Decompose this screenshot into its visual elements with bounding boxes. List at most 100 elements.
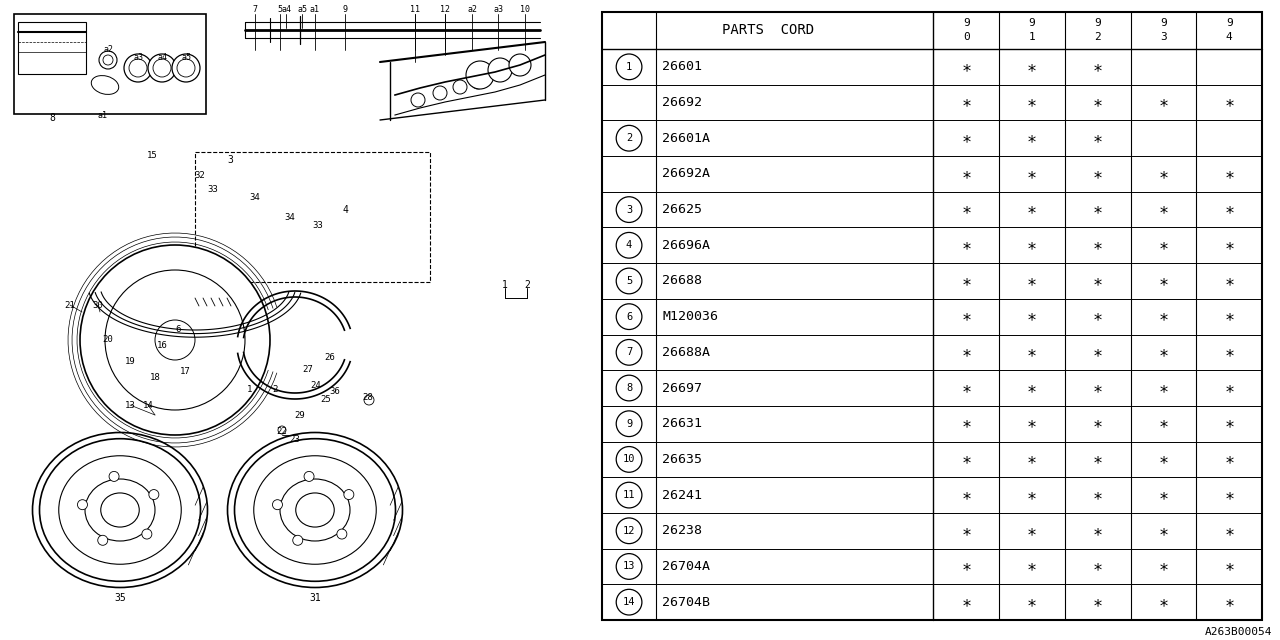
Circle shape [177, 59, 195, 77]
Circle shape [509, 54, 531, 76]
Text: 36: 36 [330, 387, 340, 397]
Text: 30: 30 [92, 301, 104, 310]
Text: ∗: ∗ [961, 486, 972, 504]
Text: 17: 17 [179, 367, 191, 376]
Circle shape [411, 93, 425, 107]
Circle shape [433, 86, 447, 100]
Text: ∗: ∗ [961, 272, 972, 290]
Text: 9: 9 [1160, 19, 1167, 29]
Circle shape [453, 80, 467, 94]
Text: ∗: ∗ [1027, 200, 1037, 219]
Text: ∗: ∗ [1158, 379, 1169, 397]
Text: ∗: ∗ [1224, 451, 1234, 468]
Text: ∗: ∗ [1027, 557, 1037, 575]
Text: 1: 1 [502, 280, 508, 290]
Text: ∗: ∗ [961, 93, 972, 111]
Ellipse shape [296, 493, 334, 527]
Text: ∗: ∗ [1224, 343, 1234, 362]
Text: ∗: ∗ [1224, 165, 1234, 183]
Text: 9: 9 [1094, 19, 1101, 29]
Text: 12: 12 [623, 526, 635, 536]
Text: 9: 9 [343, 6, 347, 15]
Circle shape [142, 529, 152, 539]
Text: ∗: ∗ [1224, 93, 1234, 111]
Text: a2: a2 [104, 45, 114, 54]
Text: ∗: ∗ [1093, 308, 1102, 326]
Text: 25: 25 [320, 396, 332, 404]
Text: a2: a2 [467, 6, 477, 15]
Circle shape [305, 472, 314, 481]
Text: ∗: ∗ [961, 308, 972, 326]
Text: ∗: ∗ [1027, 58, 1037, 76]
Ellipse shape [40, 438, 201, 581]
Circle shape [148, 54, 177, 82]
Text: 31: 31 [310, 593, 321, 603]
Text: ∗: ∗ [1027, 308, 1037, 326]
Text: ∗: ∗ [961, 451, 972, 468]
Circle shape [124, 54, 152, 82]
Text: 2: 2 [1094, 33, 1101, 42]
Text: ∗: ∗ [1093, 272, 1102, 290]
Text: ∗: ∗ [961, 236, 972, 254]
Text: 19: 19 [124, 358, 136, 367]
Text: 9: 9 [963, 19, 969, 29]
Text: ∗: ∗ [1158, 343, 1169, 362]
Ellipse shape [84, 479, 155, 541]
Circle shape [337, 529, 347, 539]
Text: a4: a4 [157, 52, 166, 61]
Text: ∗: ∗ [1093, 557, 1102, 575]
Text: ∗: ∗ [1158, 308, 1169, 326]
Text: ∗: ∗ [1093, 93, 1102, 111]
Text: 13: 13 [124, 401, 136, 410]
Text: ∗: ∗ [1027, 343, 1037, 362]
Circle shape [278, 426, 285, 434]
Text: 5: 5 [278, 6, 283, 15]
Text: 11: 11 [410, 6, 420, 15]
Text: ∗: ∗ [1093, 165, 1102, 183]
Circle shape [105, 270, 244, 410]
Circle shape [616, 339, 641, 365]
Text: 33: 33 [312, 221, 324, 230]
Text: 5: 5 [626, 276, 632, 286]
Text: 3: 3 [626, 205, 632, 214]
Text: 11: 11 [623, 490, 635, 500]
Text: 26238: 26238 [662, 524, 703, 538]
Circle shape [616, 411, 641, 436]
Text: ∗: ∗ [1093, 593, 1102, 611]
Text: 26692A: 26692A [662, 168, 710, 180]
Text: ∗: ∗ [1158, 236, 1169, 254]
Circle shape [273, 500, 283, 509]
Text: ∗: ∗ [1027, 272, 1037, 290]
Text: ∗: ∗ [1093, 415, 1102, 433]
Text: ∗: ∗ [961, 58, 972, 76]
Text: 26704A: 26704A [662, 560, 710, 573]
Text: a1: a1 [310, 6, 320, 15]
Bar [14, 14, 206, 114]
Ellipse shape [99, 51, 116, 69]
Text: ∗: ∗ [1224, 486, 1234, 504]
Text: 3: 3 [227, 155, 233, 165]
Text: ∗: ∗ [1027, 236, 1037, 254]
Bar [18, 22, 86, 74]
Ellipse shape [228, 433, 402, 588]
Text: 13: 13 [623, 561, 635, 572]
Circle shape [466, 61, 494, 89]
Text: 26688A: 26688A [662, 346, 710, 359]
Text: 34: 34 [284, 214, 296, 223]
Text: ∗: ∗ [1224, 379, 1234, 397]
Text: ∗: ∗ [1224, 236, 1234, 254]
Text: ∗: ∗ [961, 165, 972, 183]
Text: a1: a1 [99, 111, 108, 120]
Text: ∗: ∗ [1093, 236, 1102, 254]
Text: ∗: ∗ [961, 522, 972, 540]
Circle shape [488, 58, 512, 82]
Text: ∗: ∗ [1224, 557, 1234, 575]
Ellipse shape [280, 479, 349, 541]
Text: 18: 18 [150, 374, 160, 383]
Text: 8: 8 [626, 383, 632, 393]
Text: 7: 7 [252, 6, 257, 15]
Circle shape [616, 54, 641, 80]
Circle shape [616, 304, 641, 330]
Circle shape [616, 518, 641, 543]
Ellipse shape [32, 433, 207, 588]
